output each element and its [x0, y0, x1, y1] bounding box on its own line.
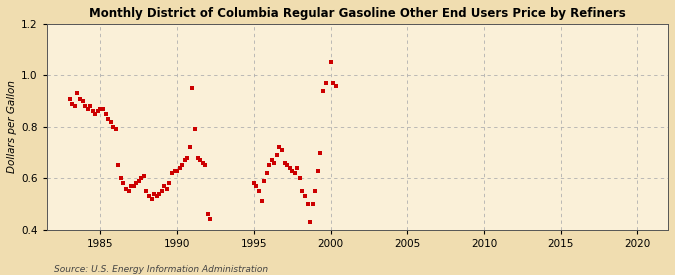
Point	[80, 104, 90, 108]
Point	[297, 189, 308, 193]
Point	[111, 127, 122, 132]
Point	[72, 91, 83, 96]
Point	[248, 181, 259, 186]
Point	[123, 189, 134, 193]
Point	[294, 176, 305, 180]
Point	[113, 163, 124, 168]
Point	[136, 176, 147, 180]
Point	[90, 112, 101, 116]
Point	[108, 125, 119, 129]
Point	[190, 127, 200, 132]
Point	[279, 161, 290, 165]
Point	[302, 202, 313, 206]
Point	[290, 171, 300, 175]
Point	[197, 161, 208, 165]
Point	[304, 220, 315, 224]
Point	[195, 158, 206, 163]
Point	[205, 217, 216, 222]
Point	[281, 163, 292, 168]
Point	[254, 189, 265, 193]
Point	[182, 156, 193, 160]
Point	[159, 184, 170, 188]
Point	[325, 60, 336, 65]
Point	[70, 104, 80, 108]
Point	[121, 186, 132, 191]
Point	[259, 179, 269, 183]
Point	[315, 150, 325, 155]
Point	[67, 101, 78, 106]
Title: Monthly District of Columbia Regular Gasoline Other End Users Price by Refiners: Monthly District of Columbia Regular Gas…	[89, 7, 626, 20]
Point	[126, 184, 136, 188]
Point	[313, 168, 323, 173]
Point	[161, 186, 172, 191]
Point	[128, 184, 139, 188]
Point	[284, 166, 295, 170]
Point	[75, 96, 86, 101]
Point	[103, 117, 113, 121]
Point	[274, 145, 285, 150]
Point	[310, 189, 321, 193]
Point	[138, 174, 149, 178]
Point	[146, 197, 157, 201]
Point	[256, 199, 267, 204]
Text: Source: U.S. Energy Information Administration: Source: U.S. Energy Information Administ…	[54, 265, 268, 274]
Point	[192, 156, 203, 160]
Point	[177, 163, 188, 168]
Point	[317, 89, 328, 93]
Point	[164, 181, 175, 186]
Point	[307, 202, 318, 206]
Point	[267, 158, 277, 163]
Point	[251, 184, 262, 188]
Point	[98, 107, 109, 111]
Point	[202, 212, 213, 216]
Point	[169, 168, 180, 173]
Point	[180, 158, 190, 163]
Point	[264, 163, 275, 168]
Point	[100, 112, 111, 116]
Point	[92, 109, 103, 114]
Point	[320, 81, 331, 85]
Point	[105, 119, 116, 124]
Y-axis label: Dollars per Gallon: Dollars per Gallon	[7, 80, 17, 173]
Point	[269, 161, 279, 165]
Point	[330, 83, 341, 88]
Point	[157, 189, 167, 193]
Point	[328, 81, 339, 85]
Point	[154, 192, 165, 196]
Point	[131, 181, 142, 186]
Point	[167, 171, 178, 175]
Point	[174, 166, 185, 170]
Point	[141, 189, 152, 193]
Point	[64, 96, 75, 101]
Point	[171, 168, 182, 173]
Point	[292, 166, 302, 170]
Point	[115, 176, 126, 180]
Point	[148, 192, 159, 196]
Point	[85, 104, 96, 108]
Point	[184, 145, 195, 150]
Point	[77, 99, 88, 103]
Point	[95, 107, 106, 111]
Point	[271, 153, 282, 157]
Point	[277, 148, 288, 152]
Point	[134, 179, 144, 183]
Point	[82, 107, 93, 111]
Point	[287, 168, 298, 173]
Point	[261, 171, 272, 175]
Point	[187, 86, 198, 90]
Point	[151, 194, 162, 199]
Point	[300, 194, 310, 199]
Point	[200, 163, 211, 168]
Point	[87, 109, 98, 114]
Point	[144, 194, 155, 199]
Point	[118, 181, 129, 186]
